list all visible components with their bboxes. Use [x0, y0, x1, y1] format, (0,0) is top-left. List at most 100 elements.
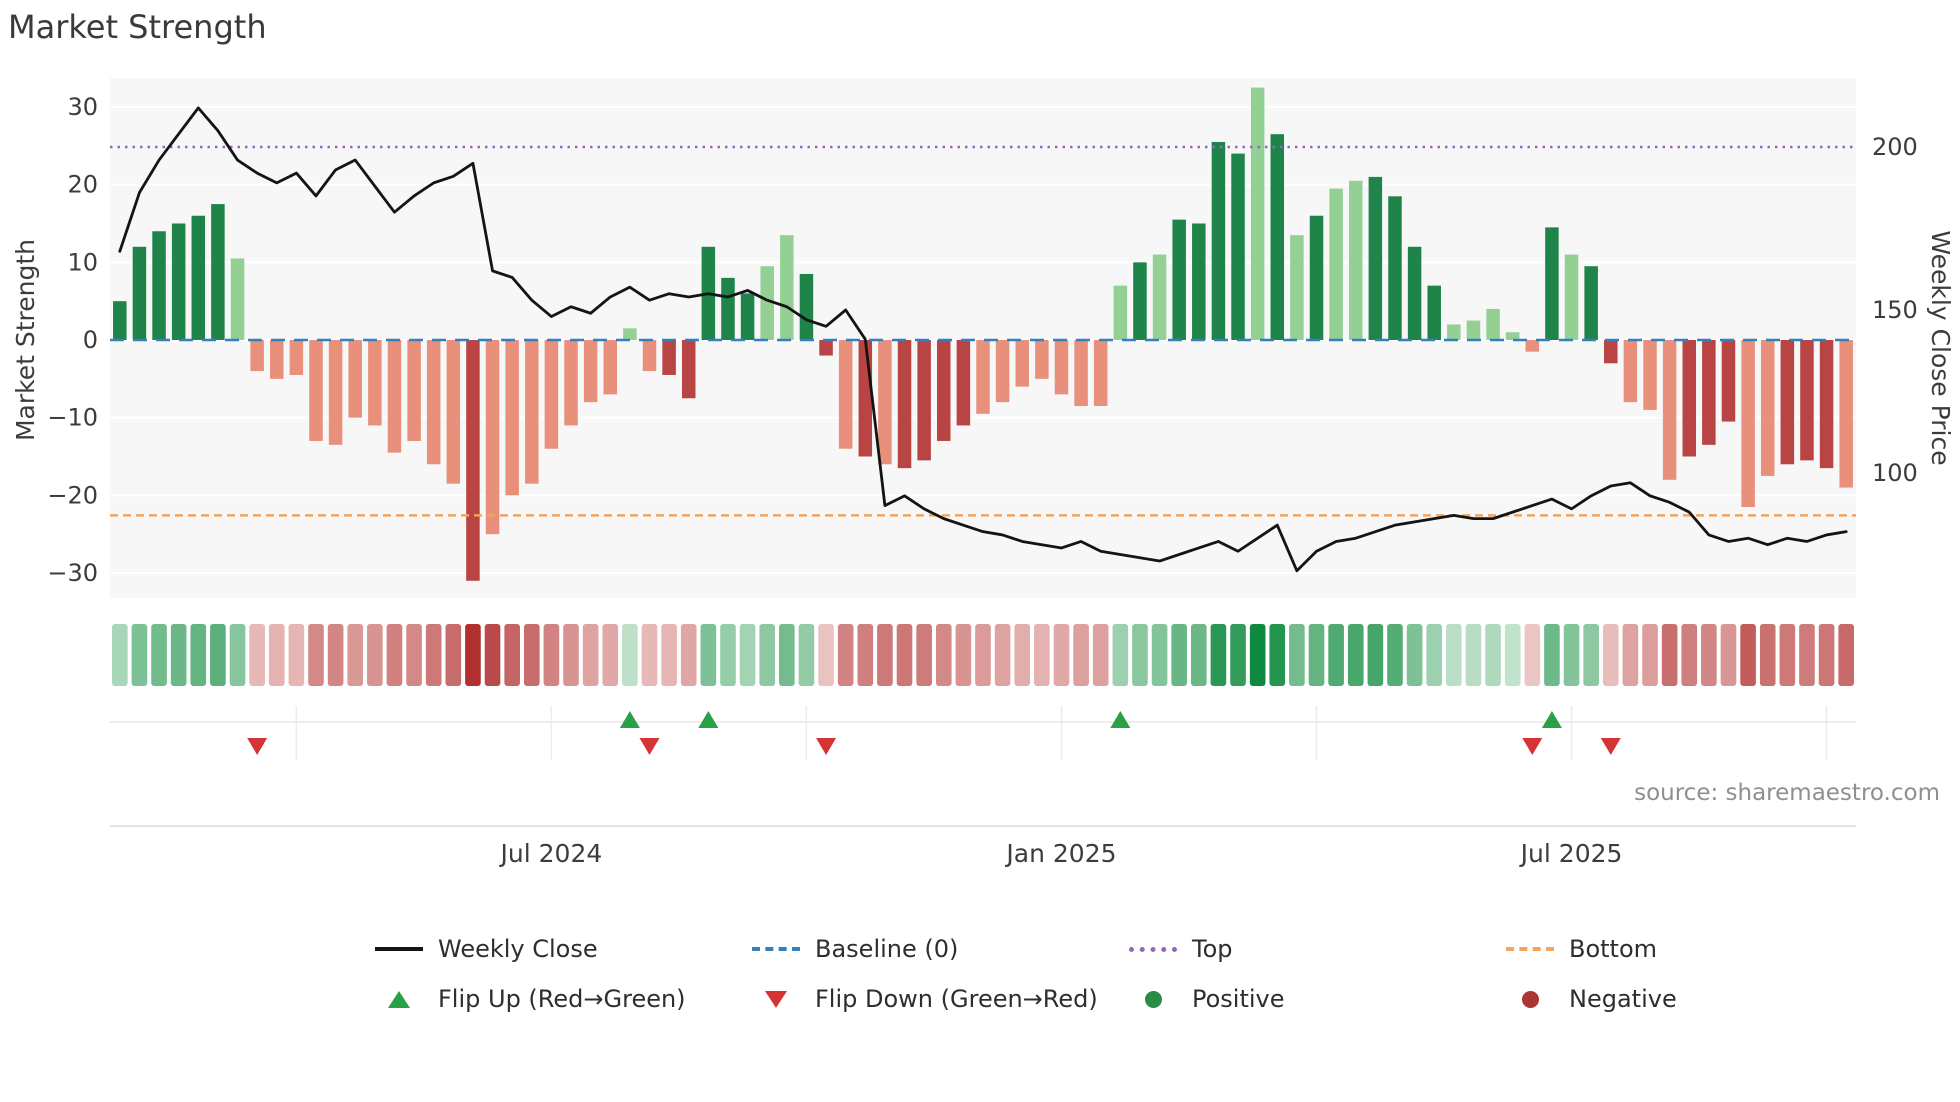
heatmap-cell [249, 624, 265, 686]
strength-bar [1152, 254, 1167, 340]
heatmap-cell [1190, 624, 1207, 686]
legend-item-flip-down: Flip Down (Green→Red) [752, 980, 1129, 1018]
strength-bar [1172, 219, 1186, 340]
heatmap-cell [170, 624, 187, 686]
strength-bar [1780, 340, 1795, 465]
heatmap-cell [1779, 624, 1796, 686]
heatmap-cell [622, 624, 638, 686]
heatmap-cell [1720, 624, 1737, 686]
top-dotted-swatch [1129, 946, 1177, 952]
heatmap-cell [465, 624, 481, 686]
left-axis-tick: −20 [47, 481, 98, 509]
legend-label-negative: Negative [1569, 985, 1677, 1013]
strength-bar [1447, 324, 1461, 340]
strength-bar [1564, 254, 1579, 340]
heatmap-cell [779, 624, 795, 686]
heatmap-cell [877, 624, 893, 686]
heatmap-cell [112, 624, 128, 686]
strength-bar [1486, 308, 1500, 340]
heatmap-cell [1583, 624, 1599, 686]
flip-up-marker [698, 711, 719, 728]
heatmap-cell [1034, 624, 1050, 686]
heatmap-cell [1465, 624, 1482, 686]
strength-bar [1604, 340, 1618, 364]
left-axis-tick: 30 [67, 93, 98, 121]
heatmap-cell [347, 624, 364, 686]
heatmap-cell [268, 624, 285, 686]
strength-bar [1505, 332, 1520, 340]
strength-bar [191, 215, 206, 340]
strength-bar [1388, 196, 1402, 340]
heatmap-cell [1053, 624, 1070, 686]
strength-bar [368, 340, 382, 426]
flip-up-marker [619, 711, 640, 728]
strength-bar [446, 340, 461, 484]
strength-bar [1545, 227, 1559, 340]
heatmap-cell [896, 624, 913, 686]
heatmap-cell [1838, 624, 1854, 686]
strength-bar [1721, 340, 1736, 422]
strength-bar [1211, 141, 1226, 340]
heatmap-cell [720, 624, 736, 686]
strength-bar [171, 223, 186, 340]
heatmap-cell [1661, 624, 1678, 686]
flip-up-triangle-icon [375, 990, 423, 1008]
right-axis-tick: 150 [1872, 296, 1918, 324]
strength-bar [113, 301, 127, 340]
heatmap-cell [1759, 624, 1776, 686]
strength-bar [1290, 235, 1304, 340]
strength-bar [505, 340, 519, 496]
heatmap-cell [1210, 624, 1227, 686]
strength-bar [897, 340, 912, 469]
right-axis-tick: 100 [1872, 459, 1918, 487]
strength-bar [1584, 266, 1598, 340]
legend-label-weekly-close: Weekly Close [438, 935, 598, 963]
heatmap-cell [661, 624, 677, 686]
heatmap-cell [1485, 624, 1501, 686]
strength-bar [1329, 188, 1343, 340]
strength-bar [544, 340, 559, 449]
weekly-close-line-swatch [375, 947, 423, 951]
heatmap-cell [504, 624, 520, 686]
left-axis-tick: 0 [83, 326, 98, 354]
strength-bar [309, 340, 323, 441]
heatmap-cell [1308, 624, 1325, 686]
source-text: source: sharemaestro.com [1634, 780, 1940, 806]
strength-bar [1015, 340, 1029, 387]
flip-down-triangle-icon [752, 990, 800, 1008]
flip-down-marker [639, 738, 660, 755]
heatmap-cell [798, 624, 815, 686]
heatmap-cell [1171, 624, 1187, 686]
heatmap-cell [1740, 624, 1756, 686]
strength-bar [132, 246, 147, 340]
heatmap-cell [994, 624, 1011, 686]
legend-item-baseline: Baseline (0) [752, 930, 1129, 968]
heatmap-cell [367, 624, 383, 686]
heatmap-cell [1367, 624, 1384, 686]
legend-label-baseline: Baseline (0) [815, 935, 959, 963]
heatmap-cell [1230, 624, 1246, 686]
strength-bar [1270, 134, 1285, 340]
heatmap-cell [1269, 624, 1286, 686]
strength-bar [740, 293, 755, 340]
strength-bar [878, 340, 892, 465]
heatmap-cell [151, 624, 167, 686]
strength-bar [976, 340, 990, 414]
heatmap-cell [1622, 624, 1639, 686]
strength-bar [466, 340, 480, 581]
baseline-dash-swatch [752, 947, 800, 951]
strength-bar [642, 340, 657, 372]
strength-bar [819, 340, 833, 356]
strength-bar [1839, 340, 1853, 488]
heatmap-cell [327, 624, 344, 686]
heatmap-cell [425, 624, 442, 686]
flip-up-marker [1110, 711, 1131, 728]
negative-dot-icon [1506, 990, 1554, 1008]
legend-item-top: Top [1129, 930, 1506, 968]
strength-bar [1819, 340, 1834, 469]
heatmap-cell [759, 624, 776, 686]
heatmap-cell [680, 624, 697, 686]
strength-bar [407, 340, 421, 441]
strength-bar [1074, 340, 1088, 407]
